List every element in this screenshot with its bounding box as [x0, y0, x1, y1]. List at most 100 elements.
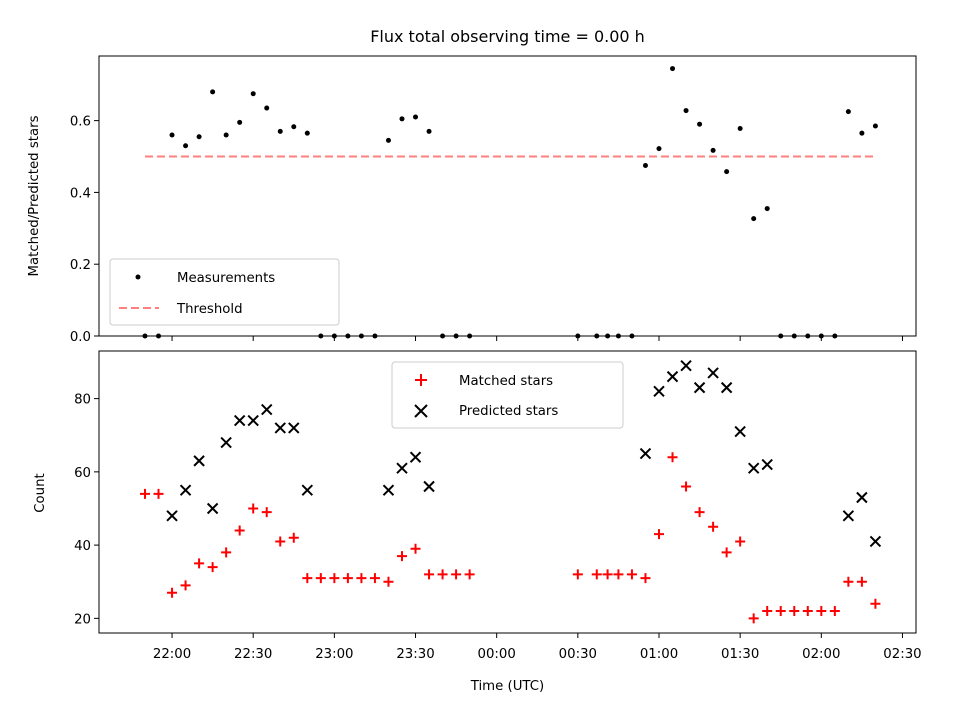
matched-star-point [816, 606, 827, 617]
matched-star-point [396, 551, 407, 562]
matched-star-point [288, 532, 299, 543]
predicted-star-point [869, 535, 882, 548]
matched-star-point [194, 558, 205, 569]
matched-star-point [424, 569, 435, 580]
measurement-point [615, 333, 621, 339]
measurement-point [264, 105, 270, 111]
predicted-star-point [680, 359, 692, 372]
measurement-point [859, 130, 865, 136]
matched-star-point [221, 547, 232, 558]
predicted-star-point [409, 451, 422, 463]
measurement-point [331, 333, 337, 339]
predicted-star-point [193, 455, 205, 467]
measurement-point [453, 333, 459, 339]
measurement-point [710, 147, 716, 153]
matched-star-point [762, 606, 773, 617]
matched-star-point [234, 525, 245, 536]
top-plot-marks [142, 66, 878, 339]
bottom-ytick-label: 20 [74, 612, 91, 627]
measurement-point [594, 333, 600, 339]
measurement-point [642, 162, 648, 168]
measurement-point [778, 333, 784, 339]
measurement-point [683, 108, 689, 114]
legend-label-threshold: Threshold [176, 302, 243, 317]
legend-x-icon [414, 404, 428, 418]
predicted-star-point [666, 370, 679, 383]
matched-star-point [694, 507, 705, 518]
bottom-ytick-label: 40 [74, 539, 91, 554]
xtick-label: 00:00 [478, 647, 516, 662]
matched-star-point [315, 573, 326, 584]
bottom-panel-counts: 20 40 60 80 22:00 22:30 23:00 23:30 00:00 00:30 0… [33, 350, 922, 694]
xtick-label: 01:30 [721, 647, 759, 662]
predicted-star-point [761, 458, 773, 471]
measurement-point [183, 143, 189, 149]
matched-star-point [789, 606, 800, 617]
matched-star-point [410, 543, 421, 554]
xtick-label: 02:00 [802, 647, 840, 662]
matched-star-point [275, 536, 286, 547]
bottom-ytick-label: 80 [74, 393, 91, 408]
legend-plus-icon [415, 374, 427, 386]
measurement-point [291, 124, 297, 130]
measurement-point [751, 216, 757, 222]
measurement-point [156, 333, 162, 339]
measurement-point [358, 333, 364, 339]
bottom-plot-frame [98, 350, 917, 634]
matched-star-point [167, 587, 178, 598]
measurement-point [196, 134, 202, 140]
bottom-legend-box [391, 361, 624, 429]
predicted-star-point [396, 462, 408, 474]
predicted-star-point [206, 502, 219, 515]
legend-label-measurements: Measurements [177, 271, 275, 286]
predicted-star-point [261, 403, 273, 416]
legend-label-matched-stars: Matched stars [459, 374, 553, 389]
predicted-star-point [166, 510, 178, 522]
matched-star-point [207, 562, 218, 573]
predicted-star-point [301, 484, 314, 496]
matched-star-point [870, 598, 881, 609]
top-ytick-label: 0.6 [70, 115, 91, 130]
matched-star-point [451, 569, 462, 580]
top-legend: Measurements Threshold [109, 258, 340, 326]
xtick-label: 02:30 [883, 647, 921, 662]
bottom-plot-marks [139, 359, 882, 624]
matched-star-point [329, 573, 340, 584]
predicted-star-point [247, 414, 259, 427]
top-plot-frame [98, 55, 917, 337]
measurement-point [872, 123, 878, 129]
measurement-point [764, 206, 770, 212]
measurement-point [277, 128, 283, 134]
matched-star-point [640, 573, 651, 584]
top-y-axis: 0.0 0.2 0.4 0.6 [70, 115, 99, 345]
measurement-point [372, 333, 378, 339]
measurement-point [304, 130, 310, 136]
matched-star-point [369, 573, 380, 584]
measurement-point [605, 333, 611, 339]
matched-star-point [775, 606, 786, 617]
measurement-point [670, 66, 676, 72]
measurement-point [440, 333, 446, 339]
matched-star-point [248, 503, 259, 514]
matched-star-point [591, 569, 602, 580]
matched-star-point [153, 488, 164, 499]
matched-star-point [342, 573, 353, 584]
matched-star-point [667, 452, 678, 463]
predicted-star-point [274, 422, 286, 434]
matched-star-point [302, 573, 313, 584]
xtick-label: 22:00 [153, 647, 191, 662]
predicted-star-point [747, 462, 760, 474]
measurement-point [791, 333, 797, 339]
predicted-star-point [734, 425, 746, 438]
matched-star-point [383, 576, 394, 587]
xtick-label: 23:30 [396, 647, 434, 662]
predicted-star-point [842, 510, 855, 522]
matched-star-point [708, 521, 719, 532]
bottom-ytick-label: 60 [74, 466, 91, 481]
predicted-star-point [382, 484, 395, 496]
bottom-y-axis-label: Count [33, 473, 48, 513]
x-axis-label: Time (UTC) [470, 679, 545, 694]
matched-star-point [613, 569, 624, 580]
matched-star-point [735, 536, 746, 547]
measurement-point [237, 119, 243, 125]
